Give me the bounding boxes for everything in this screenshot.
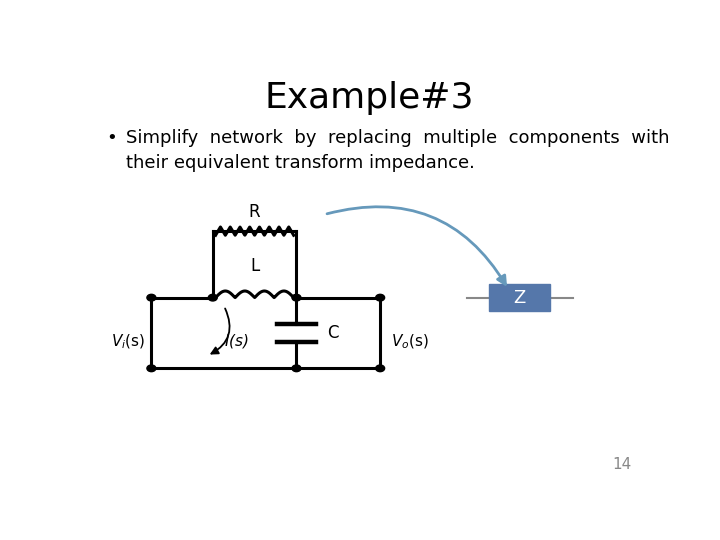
Text: $V_i$(s): $V_i$(s) <box>112 332 145 350</box>
FancyArrowPatch shape <box>212 308 230 354</box>
Text: $V_o$(s): $V_o$(s) <box>392 332 429 350</box>
FancyBboxPatch shape <box>489 284 550 311</box>
Text: Simplify  network  by  replacing  multiple  components  with: Simplify network by replacing multiple c… <box>126 129 670 147</box>
Text: their equivalent transform impedance.: their equivalent transform impedance. <box>126 154 475 172</box>
Text: •: • <box>107 129 117 147</box>
Circle shape <box>376 294 384 301</box>
FancyArrowPatch shape <box>327 207 505 284</box>
Circle shape <box>147 294 156 301</box>
Text: Z: Z <box>513 289 526 307</box>
Circle shape <box>208 294 217 301</box>
Circle shape <box>147 365 156 372</box>
Text: R: R <box>249 202 261 221</box>
Text: 14: 14 <box>612 457 631 472</box>
Circle shape <box>376 365 384 372</box>
Circle shape <box>292 294 301 301</box>
Text: $I$(s): $I$(s) <box>224 332 248 350</box>
Circle shape <box>292 365 301 372</box>
Text: L: L <box>250 257 259 275</box>
Text: C: C <box>327 324 338 342</box>
Text: Example#3: Example#3 <box>264 82 474 116</box>
